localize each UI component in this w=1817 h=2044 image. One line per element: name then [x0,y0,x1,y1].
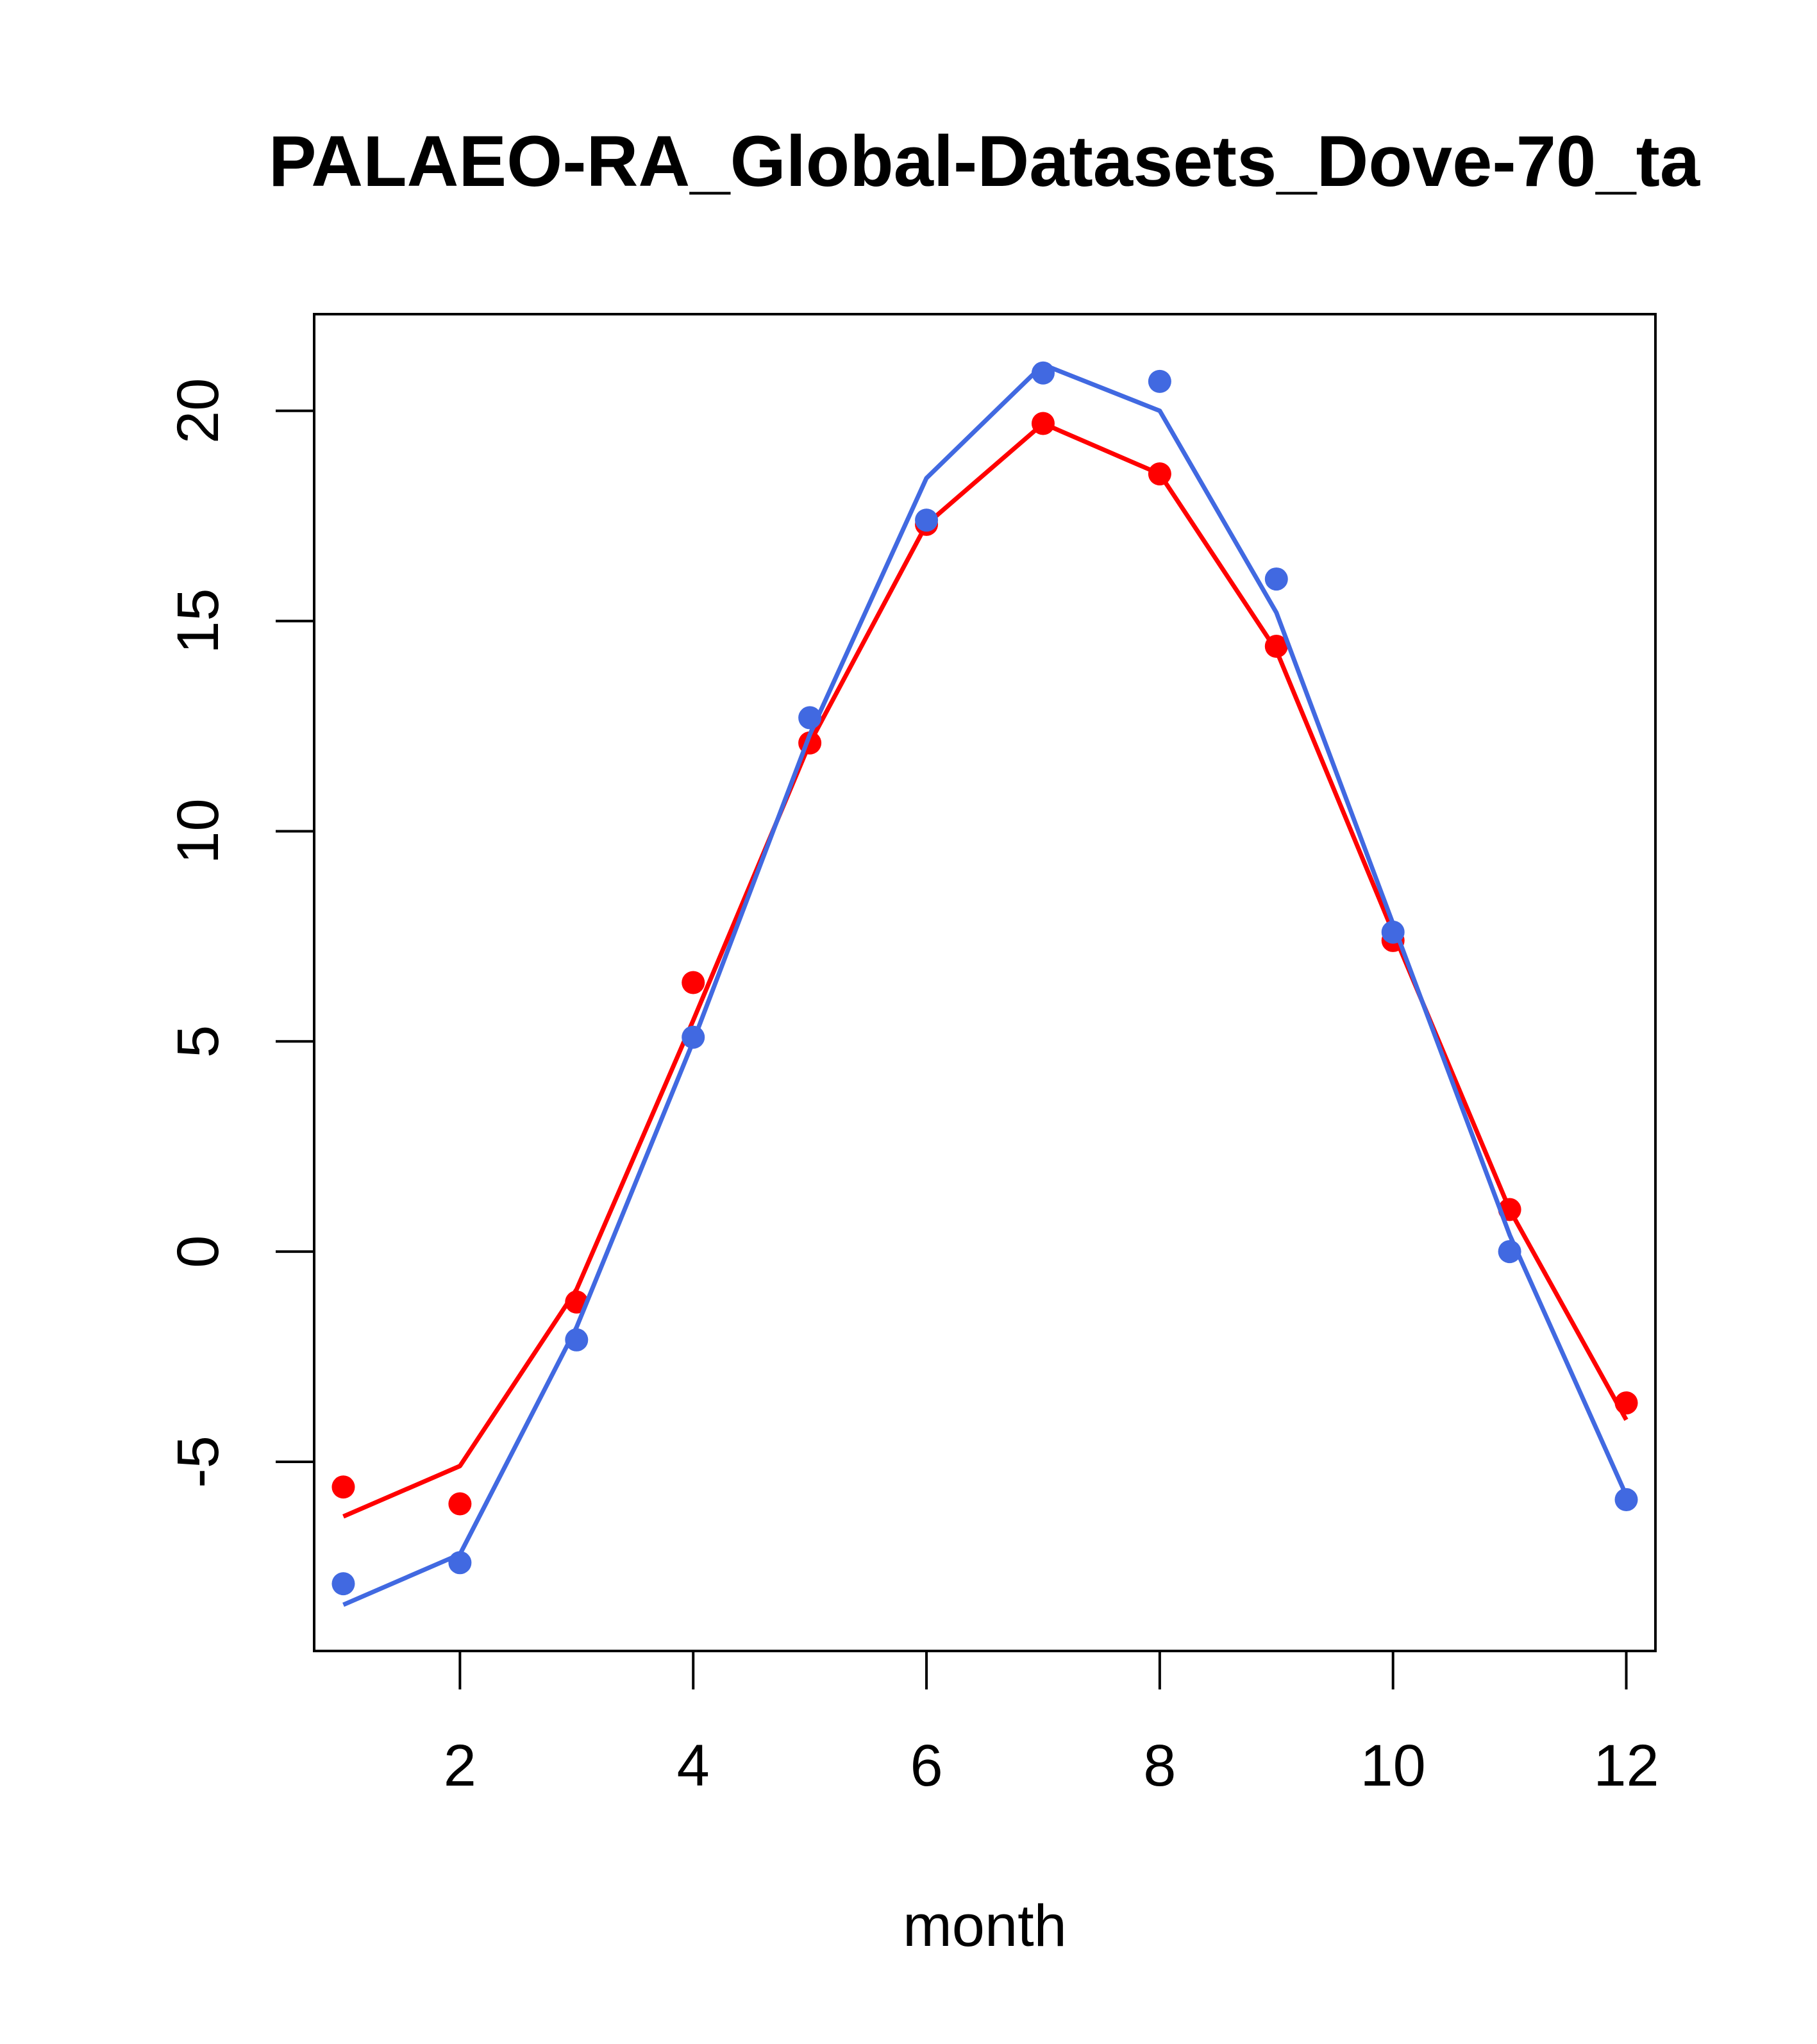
series-1-point [1614,1391,1638,1415]
y-tick-label: 5 [165,1025,231,1058]
series-2-point [915,508,939,532]
series-2-point [565,1328,589,1352]
x-tick-label: 10 [1361,1733,1426,1798]
series-2-point [331,1572,355,1596]
y-tick-label: -5 [165,1436,231,1488]
series-1-point [448,1492,472,1516]
series-2-point [1031,361,1055,385]
x-tick-label: 6 [910,1733,942,1798]
y-tick-label: 15 [165,588,231,653]
series-2-point [1498,1240,1521,1264]
series-1-point [1264,634,1288,658]
series-2-point [1148,369,1171,393]
series-2-point [1381,920,1405,944]
series-2-line [342,362,1629,1607]
y-tick-label: 10 [165,798,231,864]
series-1-point [331,1475,355,1499]
x-tick-label: 4 [677,1733,710,1798]
x-axis: 2 4 6 8 10 12 [444,1650,1659,1798]
series-layer [331,361,1638,1607]
series-2-point [1264,567,1288,591]
x-axis-label: month [903,1893,1067,1959]
series-2-point [1614,1487,1638,1511]
series-1-point [682,971,705,994]
series-2-point [682,1025,705,1049]
x-tick-label: 2 [444,1733,476,1798]
x-tick-label: 12 [1593,1733,1659,1798]
x-tick-label: 8 [1143,1733,1176,1798]
y-tick-label: 0 [165,1236,231,1268]
series-2-point [448,1551,472,1575]
series-2-point [798,706,822,730]
series-1 [331,412,1638,1519]
y-tick-label: 20 [165,378,231,444]
chart-title: PALAEO-RA_Global-Datasets_Dove-70_ta [269,121,1700,201]
series-2 [331,361,1638,1607]
series-1-point [1148,462,1171,486]
series-1-point [1031,412,1055,435]
y-axis: -5 0 5 10 15 20 [165,378,315,1488]
series-1-line [342,421,1629,1519]
